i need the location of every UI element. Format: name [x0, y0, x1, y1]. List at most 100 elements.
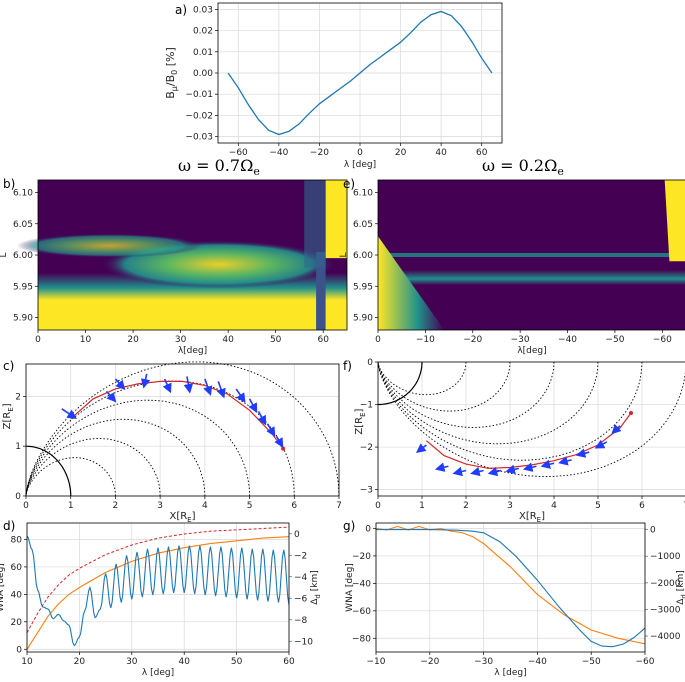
- heatmap-edge: [304, 180, 326, 268]
- wave-vector-arrow: [611, 424, 622, 435]
- panel-label-a: a): [175, 3, 187, 17]
- wave-vector-arrow: [594, 439, 608, 449]
- y-tick-label: 0.00: [193, 69, 213, 79]
- y-tick-label: −0.02: [185, 111, 213, 121]
- wave-vector-arrow: [434, 462, 449, 472]
- y-tick-label: 6.00: [13, 251, 33, 261]
- y-tick-label: 40: [11, 590, 23, 600]
- y-tick-label: 5.95: [13, 282, 33, 292]
- ray-endpoint: [629, 411, 633, 416]
- x-tick-label: −10: [367, 657, 386, 667]
- series-line-d: [376, 529, 646, 648]
- x-axis-label: λ [deg]: [142, 668, 174, 678]
- x-tick-label: 60: [476, 148, 488, 158]
- heatmap-edge: [325, 180, 347, 259]
- x-tick-label: −40: [269, 148, 288, 158]
- wave-vector-arrow: [266, 423, 276, 437]
- x-axis-label-part: E: [187, 516, 191, 524]
- heatmap-edge: [664, 180, 685, 262]
- x-tick-label: −60: [653, 335, 672, 345]
- x-axis-label: λ [deg]: [344, 160, 376, 170]
- y-tick-label: 6.10: [13, 189, 33, 199]
- wave-vector-arrow: [575, 448, 590, 458]
- y-tick-label-right: −3000: [650, 605, 681, 615]
- wave-vector-arrow: [522, 462, 537, 472]
- x-axis-label-part: X[R: [169, 511, 187, 522]
- x-tick-label: 0: [35, 335, 41, 345]
- y-tick-label: 5.90: [353, 314, 373, 324]
- y-tick-label-right: 0: [650, 526, 656, 536]
- wave-vector-arrow: [105, 390, 117, 403]
- y-axis-label-right-part: [km]: [676, 570, 685, 594]
- x-axis-label-part: ]: [541, 511, 545, 522]
- series-line-wna: [375, 525, 646, 645]
- panel-e-frame: [377, 179, 685, 331]
- y-axis-label-right-part: d: [680, 594, 685, 598]
- y-axis-label-right-part: Δ: [310, 598, 320, 605]
- field-line: [25, 361, 340, 497]
- y-tick-label: −0.03: [185, 133, 213, 143]
- panel-label-f: f): [343, 359, 352, 373]
- x-tick-label: 40: [435, 148, 447, 158]
- panel-label-c: c): [3, 359, 14, 373]
- panel-d-frame: [26, 522, 290, 653]
- x-tick-label: −40: [558, 335, 577, 345]
- y-axis-label: Z[RE]: [2, 403, 15, 429]
- y-axis-label-part: E: [7, 407, 15, 411]
- y-tick-label: 2: [15, 392, 21, 402]
- y-tick-label-right: −1000: [650, 552, 681, 562]
- x-tick-label: 50: [231, 657, 243, 667]
- wave-vector-arrow: [540, 459, 555, 469]
- heatmap-band: [16, 233, 203, 258]
- y-tick-label-right: −2: [294, 551, 307, 561]
- panel-c-frame: [25, 363, 340, 497]
- x-tick-label: 40: [222, 335, 234, 345]
- field-line: [377, 362, 685, 478]
- wave-vector-arrow: [140, 373, 151, 389]
- x-tick-label: 50: [270, 335, 282, 345]
- heatmap-wedge: [378, 236, 445, 330]
- panel-b-frame: [37, 179, 348, 331]
- y-tick-label: 5.95: [353, 282, 373, 292]
- y-tick-label: 5.90: [13, 314, 33, 324]
- y-tick-label: 20: [11, 618, 23, 628]
- wave-vector-arrow: [257, 410, 267, 426]
- y-axis-label: L: [339, 252, 349, 257]
- heatmap-band: [378, 253, 685, 257]
- x-axis-label-part: ]: [192, 511, 196, 522]
- field-line: [25, 399, 251, 497]
- field-line: [377, 361, 599, 445]
- x-tick-label: 2: [463, 501, 469, 511]
- y-axis-label-part: ]: [2, 403, 13, 407]
- x-tick-label: 4: [551, 501, 557, 511]
- x-tick-label: −20: [420, 657, 439, 667]
- x-tick-label: 0: [375, 501, 381, 511]
- panel-label-e: e): [343, 177, 355, 191]
- wave-vector-arrow: [162, 378, 172, 394]
- x-tick-label: 3: [157, 501, 163, 511]
- x-tick-label: −50: [582, 657, 601, 667]
- y-axis-label-part: Z[R: [354, 417, 365, 435]
- y-tick-label-right: −4000: [650, 632, 681, 642]
- y-tick-label: −80: [352, 634, 371, 644]
- panel-label-g: g): [343, 519, 355, 533]
- wave-vector-arrow: [61, 408, 77, 419]
- x-axis-label: λ[deg]: [517, 346, 546, 356]
- x-tick-label: 10: [80, 335, 92, 345]
- x-tick-label: 1: [419, 501, 425, 511]
- y-tick-label-right: 0: [294, 530, 300, 540]
- y-tick-label: 6.05: [353, 220, 373, 230]
- x-tick-label: 7: [336, 501, 342, 511]
- series-line-wnadashed: [26, 526, 290, 634]
- earth-outline: [378, 361, 423, 406]
- y-tick-label: 0.01: [193, 48, 213, 58]
- x-tick-label: 2: [113, 501, 119, 511]
- y-axis-label-part: E: [359, 412, 367, 416]
- y-tick-label: 0: [367, 358, 373, 368]
- wave-vector-arrow: [452, 466, 467, 477]
- panel-label-d: d): [3, 519, 15, 533]
- y-axis-label-part: ]: [354, 408, 365, 412]
- y-axis-label-part: B: [164, 91, 177, 99]
- x-tick-label: −60: [636, 657, 655, 667]
- x-tick-label: 1: [68, 501, 74, 511]
